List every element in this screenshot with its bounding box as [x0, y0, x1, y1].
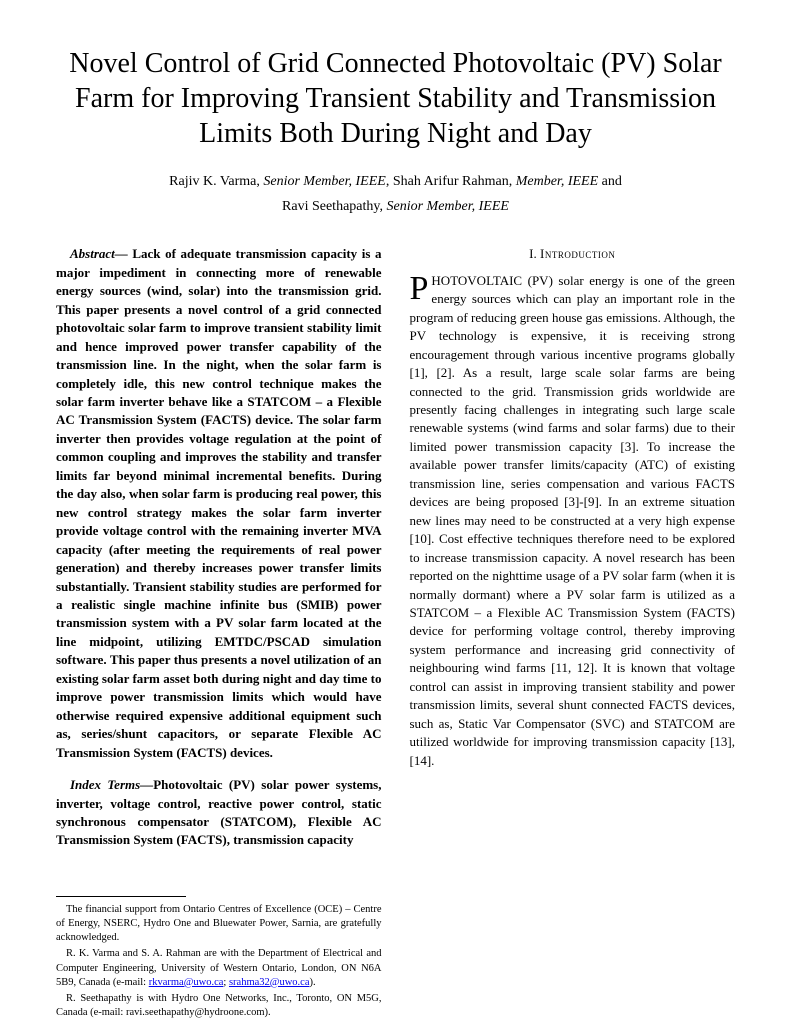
section-number: I. [529, 246, 540, 261]
section-title: Introduction [540, 246, 615, 261]
and-word: and [598, 174, 622, 189]
footnote-line: R. Seethapathy is with Hydro One Network… [56, 992, 382, 1020]
footnote-separator [56, 896, 186, 897]
footnote-line: R. K. Varma and S. A. Rahman are with th… [56, 947, 382, 990]
abstract-label: Abstract— [70, 246, 132, 261]
email-link[interactable]: rkvarma@uwo.ca [149, 977, 224, 988]
author-line-1: Rajiv K. Varma, Senior Member, IEEE, Sha… [56, 169, 735, 194]
paper-title: Novel Control of Grid Connected Photovol… [56, 46, 735, 151]
left-column: Abstract— Lack of adequate transmission … [56, 245, 382, 1022]
author-block: Rajiv K. Varma, Senior Member, IEEE, Sha… [56, 169, 735, 219]
separator: , [386, 174, 393, 189]
author-name: Shah Arifur Rahman, [393, 174, 516, 189]
introduction-paragraph: PHOTOVOLTAIC (PV) solar energy is one of… [410, 272, 736, 770]
author-name: Ravi Seethapathy, [282, 199, 386, 214]
footnote-block: The financial support from Ontario Centr… [56, 903, 382, 1020]
author-role: Senior Member, IEEE [386, 199, 508, 214]
footnote-line: The financial support from Ontario Centr… [56, 903, 382, 946]
author-role: Senior Member, IEEE [263, 174, 385, 189]
index-terms: Index Terms—Photovoltaic (PV) solar powe… [56, 776, 382, 850]
right-column: I. Introduction PHOTOVOLTAIC (PV) solar … [410, 245, 736, 1022]
two-column-body: Abstract— Lack of adequate transmission … [56, 245, 735, 1022]
intro-text: HOTOVOLTAIC (PV) solar energy is one of … [410, 273, 736, 768]
author-line-2: Ravi Seethapathy, Senior Member, IEEE [56, 194, 735, 219]
index-terms-label: Index Terms— [70, 777, 153, 792]
email-link[interactable]: srahma32@uwo.ca [229, 977, 310, 988]
section-heading: I. Introduction [410, 245, 736, 263]
abstract: Abstract— Lack of adequate transmission … [56, 245, 382, 762]
abstract-text: Lack of adequate transmission capacity i… [56, 246, 382, 759]
footnote-text: ). [310, 977, 316, 988]
drop-cap: P [410, 272, 432, 304]
author-name: Rajiv K. Varma, [169, 174, 263, 189]
author-role: Member, IEEE [516, 174, 598, 189]
